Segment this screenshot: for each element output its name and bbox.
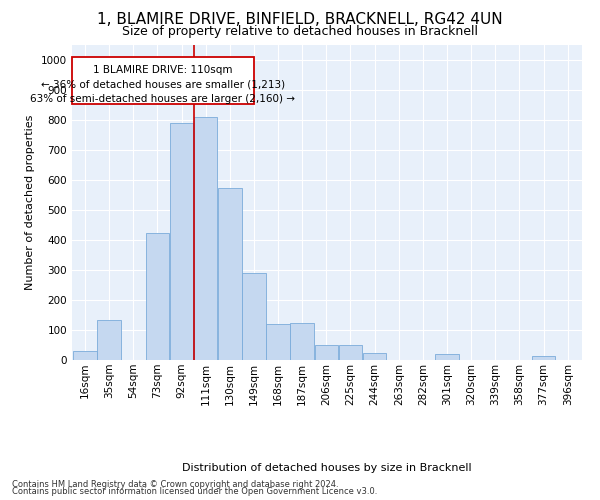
Bar — [97, 320, 121, 360]
X-axis label: Distribution of detached houses by size in Bracknell: Distribution of detached houses by size … — [182, 463, 472, 473]
Text: Size of property relative to detached houses in Bracknell: Size of property relative to detached ho… — [122, 25, 478, 38]
Bar — [339, 345, 362, 360]
Bar — [532, 356, 556, 360]
Text: 1, BLAMIRE DRIVE, BINFIELD, BRACKNELL, RG42 4UN: 1, BLAMIRE DRIVE, BINFIELD, BRACKNELL, R… — [97, 12, 503, 28]
Bar — [194, 117, 217, 360]
Text: ← 36% of detached houses are smaller (1,213): ← 36% of detached houses are smaller (1,… — [41, 80, 285, 90]
Y-axis label: Number of detached properties: Number of detached properties — [25, 115, 35, 290]
Bar — [435, 354, 459, 360]
Bar — [266, 324, 290, 360]
Text: Contains public sector information licensed under the Open Government Licence v3: Contains public sector information licen… — [12, 487, 377, 496]
Text: Contains HM Land Registry data © Crown copyright and database right 2024.: Contains HM Land Registry data © Crown c… — [12, 480, 338, 489]
Bar — [73, 351, 97, 360]
Bar — [242, 273, 266, 360]
Bar — [146, 232, 169, 360]
Bar — [314, 345, 338, 360]
FancyBboxPatch shape — [72, 57, 254, 104]
Bar — [218, 188, 242, 360]
Text: 1 BLAMIRE DRIVE: 110sqm: 1 BLAMIRE DRIVE: 110sqm — [93, 65, 233, 75]
Text: 63% of semi-detached houses are larger (2,160) →: 63% of semi-detached houses are larger (… — [31, 94, 295, 104]
Bar — [363, 352, 386, 360]
Bar — [290, 322, 314, 360]
Bar — [170, 123, 193, 360]
